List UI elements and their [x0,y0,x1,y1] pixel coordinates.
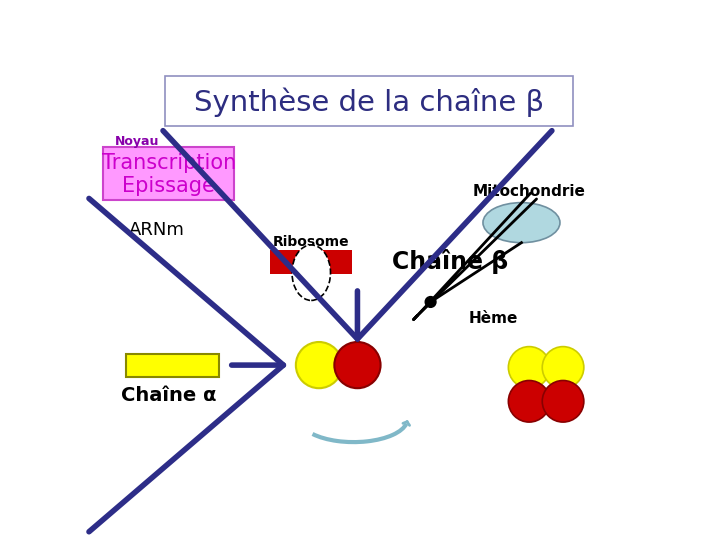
Text: Synthèse de la chaîne β: Synthèse de la chaîne β [194,87,544,117]
Text: Transcription
Epissage: Transcription Epissage [102,152,236,195]
Text: Chaîne α: Chaîne α [121,387,217,406]
Circle shape [542,347,584,388]
Text: Mitochondrie: Mitochondrie [473,184,585,199]
Text: Noyau: Noyau [115,136,159,148]
Text: Ribosome: Ribosome [273,235,350,249]
Circle shape [296,342,342,388]
Ellipse shape [483,202,560,242]
Circle shape [508,347,550,388]
Circle shape [542,381,584,422]
Circle shape [508,381,550,422]
Circle shape [426,296,436,307]
Text: Hème: Hème [469,312,518,326]
Circle shape [334,342,381,388]
Bar [127,354,219,377]
Text: ARNm: ARNm [130,221,185,239]
FancyBboxPatch shape [104,147,234,200]
Bar [271,249,352,274]
FancyBboxPatch shape [165,76,573,126]
Text: Chaîne β: Chaîne β [392,248,508,274]
Ellipse shape [292,245,330,300]
